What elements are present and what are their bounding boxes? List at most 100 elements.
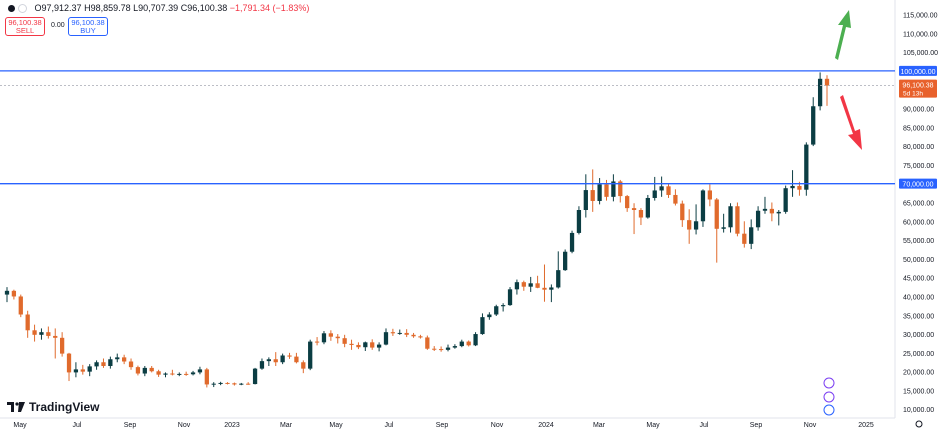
level-label: 100,000.00 <box>900 69 935 76</box>
candle-body <box>576 210 582 233</box>
candle-body <box>46 332 51 336</box>
candle-body <box>342 338 347 344</box>
candle-body <box>528 283 533 287</box>
ohlc-high: H98,859.78 <box>84 3 131 13</box>
candle-body <box>769 208 775 214</box>
candle-body <box>811 106 816 145</box>
eye-icon[interactable] <box>18 4 27 14</box>
candle-body <box>742 233 747 244</box>
candle-body <box>804 144 809 190</box>
candle-body <box>190 372 196 375</box>
candle-body <box>259 361 265 369</box>
candle-body <box>507 289 513 306</box>
candle-body <box>328 333 334 337</box>
candle-body <box>135 367 141 374</box>
candle-body <box>625 196 630 209</box>
ohlc-close: C96,100.38 <box>180 3 228 13</box>
x-tick-label: Nov <box>804 422 817 429</box>
candle-body <box>321 333 327 343</box>
candle-body <box>314 341 320 343</box>
y-tick-label: 105,000.00 <box>903 50 938 57</box>
candle-body <box>404 332 409 335</box>
y-tick-label: 25,000.00 <box>903 351 934 358</box>
y-tick-label: 20,000.00 <box>903 370 934 377</box>
candle-body <box>11 290 17 297</box>
level-label-bg <box>899 65 937 76</box>
y-tick-label: 75,000.00 <box>903 163 934 170</box>
candle-body <box>383 332 389 345</box>
candle-body <box>308 341 313 369</box>
candle-body <box>563 251 568 271</box>
candle-body <box>363 342 368 348</box>
x-tick-label: Sep <box>750 422 763 429</box>
candle-body <box>149 367 154 372</box>
candle-body <box>184 373 189 375</box>
x-tick-label: Jul <box>385 422 394 429</box>
ohlc-open: O97,912.37 <box>34 3 82 13</box>
candle-body <box>349 343 354 345</box>
event-icon <box>823 377 835 389</box>
x-tick-label: Sep <box>124 422 137 429</box>
candle-body <box>108 359 113 367</box>
y-tick-label: 45,000.00 <box>903 276 934 283</box>
y-tick-label: 90,000.00 <box>903 107 934 114</box>
candle-body <box>53 335 58 338</box>
candle-body <box>122 357 127 362</box>
candle-body <box>680 203 685 221</box>
candle-body <box>80 369 85 372</box>
candle-body <box>755 210 761 228</box>
candle-body <box>94 362 99 367</box>
candle-body <box>714 199 719 229</box>
y-tick-label: 115,000.00 <box>903 13 938 20</box>
candle-body <box>631 208 637 210</box>
candle-body <box>597 184 602 201</box>
price-badge-countdown: 5d 13h <box>903 91 923 98</box>
y-tick-label: 60,000.00 <box>903 219 934 226</box>
y-tick-label: 85,000.00 <box>903 125 934 132</box>
candle-body <box>797 185 802 190</box>
candle-body <box>4 290 10 295</box>
candle-body <box>487 314 492 318</box>
candle-body <box>666 186 671 195</box>
candle-body <box>817 78 823 107</box>
candle-body <box>514 282 520 290</box>
candle-body <box>673 194 678 204</box>
settings-gear-icon[interactable] <box>915 420 923 428</box>
symbol-dot-icon <box>8 5 15 13</box>
x-tick-label: Jul <box>700 422 709 429</box>
logo-text: TradingView <box>29 400 100 414</box>
buy-price: 96,100.38 <box>71 18 105 27</box>
candle-body <box>335 336 340 339</box>
sell-button[interactable]: 96,100.38 SELL <box>5 17 45 36</box>
candle-body <box>783 188 788 212</box>
event-icon <box>823 391 835 403</box>
candle-body <box>211 383 216 385</box>
candle-body <box>204 369 209 385</box>
price-badge-value: 96,100.38 <box>902 83 933 90</box>
candle-body <box>397 332 402 334</box>
ohlc-readout: O97,912.37 H98,859.78 L90,707.39 C96,100… <box>8 3 309 14</box>
candle-body <box>569 232 575 252</box>
candle-body <box>232 383 237 385</box>
x-tick-label: Nov <box>178 422 191 429</box>
candle-body <box>638 210 644 218</box>
candle-body <box>197 369 203 373</box>
candle-body <box>246 383 251 385</box>
candle-body <box>776 211 781 214</box>
candle-body <box>590 190 595 201</box>
candle-body <box>824 78 830 86</box>
candle-body <box>87 366 92 372</box>
candle-body <box>604 184 609 197</box>
candle-body <box>252 368 258 385</box>
candle-body <box>101 362 106 367</box>
candle-body <box>425 337 430 349</box>
candle-body <box>480 317 485 335</box>
candle-body <box>728 206 733 228</box>
candle-body <box>218 382 223 384</box>
candle-body <box>273 359 278 363</box>
candle-body <box>39 332 44 335</box>
x-tick-label: 2024 <box>538 422 554 429</box>
buy-button[interactable]: 96,100.38 BUY <box>68 17 108 36</box>
candle-body <box>735 206 740 234</box>
